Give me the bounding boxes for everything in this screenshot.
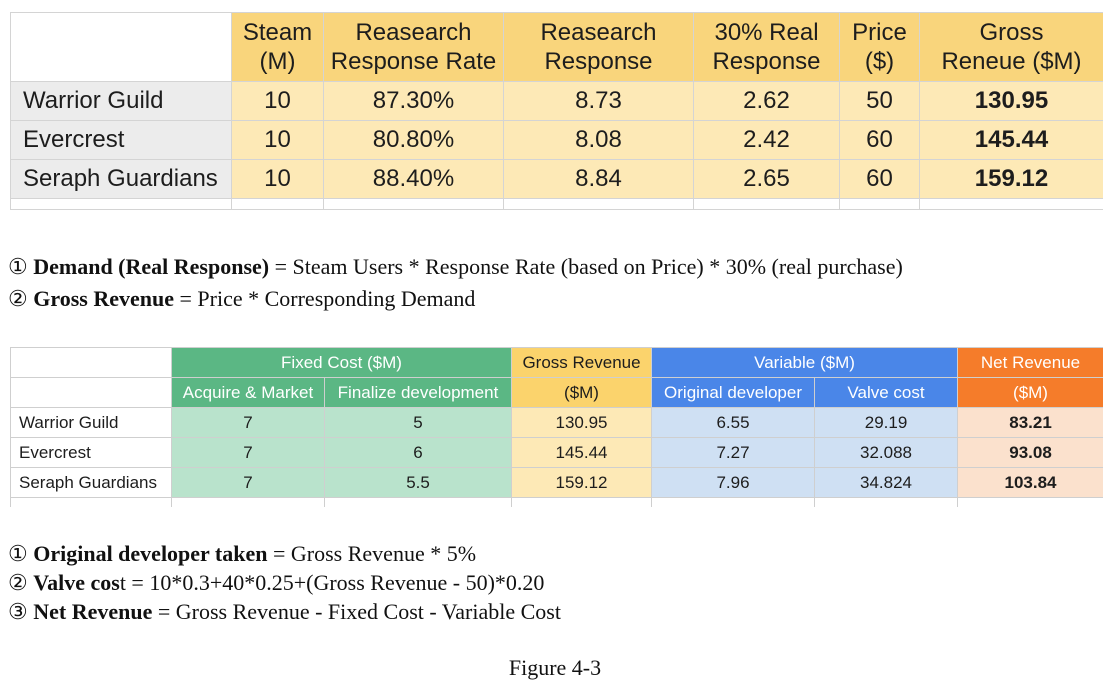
table1-header-row: Steam (M) Reasearch Response Rate Reasearc…	[10, 12, 1103, 82]
table1-corner-cell	[10, 12, 232, 82]
formula-valve-cost: ② Valve cost = 10*0.3+40*0.25+(Gross Rev…	[8, 570, 545, 595]
row-label: Evercrest	[10, 437, 172, 468]
header-price: Price ($)	[839, 12, 920, 82]
table-spacer-row	[10, 497, 1103, 507]
table-spacer-row	[10, 198, 1103, 210]
cell-rate: 87.30%	[323, 81, 504, 121]
header-original-developer: Original developer	[651, 377, 816, 408]
cell-response: 8.08	[503, 120, 694, 160]
cell-real: 2.42	[693, 120, 840, 160]
table2-group-header-row: Fixed Cost ($M) Gross Revenue Variable (…	[10, 347, 1103, 378]
figure-caption: Figure 4-3	[508, 655, 602, 680]
table-row: Seraph Guardians 7 5.5 159.12 7.96 34.82…	[10, 467, 1103, 498]
row-label: Seraph Guardians	[10, 467, 172, 498]
net-revenue-table: Fixed Cost ($M) Gross Revenue Variable (…	[10, 347, 1103, 507]
cell-real: 2.65	[693, 159, 840, 199]
cell-finalize: 5.5	[323, 467, 513, 498]
row-label: Evercrest	[10, 120, 232, 160]
cell-rate: 88.40%	[323, 159, 504, 199]
table-row: Evercrest 10 80.80% 8.08 2.42 60 145.44	[10, 120, 1103, 160]
formula-original-developer: ① Original developer taken = Gross Reven…	[8, 541, 477, 566]
cell-acquire: 7	[171, 437, 325, 468]
header-response-rate: Reasearch Response Rate	[323, 12, 504, 82]
cell-acquire: 7	[171, 407, 325, 438]
cell-original: 6.55	[651, 407, 816, 438]
cell-gross: 130.95	[919, 81, 1103, 121]
cell-rate: 80.80%	[323, 120, 504, 160]
cell-valve: 34.824	[814, 467, 959, 498]
table2-corner-cell	[10, 347, 172, 378]
header-variable: Variable ($M)	[651, 347, 959, 378]
cell-gross: 159.12	[511, 467, 653, 498]
header-finalize-development: Finalize development	[323, 377, 513, 408]
table-row: Warrior Guild 10 87.30% 8.73 2.62 50 130…	[10, 81, 1103, 121]
table-row: Seraph Guardians 10 88.40% 8.84 2.65 60 …	[10, 159, 1103, 199]
header-fixed-cost: Fixed Cost ($M)	[170, 347, 513, 378]
cell-net: 103.84	[957, 467, 1103, 498]
table2-sub-header-row: Acquire & Market Finalize development ($…	[10, 377, 1103, 408]
cell-steam: 10	[231, 81, 324, 121]
response-revenue-table: Steam (M) Reasearch Response Rate Reasearc…	[10, 12, 1103, 215]
cell-gross: 130.95	[511, 407, 653, 438]
cell-gross: 145.44	[919, 120, 1103, 160]
header-gross-revenue: Gross Revenue	[511, 347, 653, 378]
cell-gross: 145.44	[511, 437, 653, 468]
row-label: Seraph Guardians	[10, 159, 232, 199]
cell-finalize: 6	[323, 437, 513, 468]
cell-price: 60	[839, 159, 920, 199]
formula-gross-revenue: ② Gross Revenue = Price * Corresponding …	[8, 286, 476, 311]
cell-original: 7.27	[651, 437, 816, 468]
cell-net: 83.21	[957, 407, 1103, 438]
header-net-revenue: Net Revenue	[957, 347, 1103, 378]
header-valve-cost: Valve cost	[814, 377, 959, 408]
row-label: Warrior Guild	[10, 81, 232, 121]
cell-original: 7.96	[651, 467, 816, 498]
table-row: Evercrest 7 6 145.44 7.27 32.088 93.08	[10, 437, 1103, 468]
formula-demand: ① Demand (Real Response) = Steam Users *…	[8, 254, 903, 279]
table-row: Warrior Guild 7 5 130.95 6.55 29.19 83.2…	[10, 407, 1103, 438]
header-net-unit: ($M)	[957, 377, 1103, 408]
cell-valve: 32.088	[814, 437, 959, 468]
row-label: Warrior Guild	[10, 407, 172, 438]
cell-gross: 159.12	[919, 159, 1103, 199]
cell-price: 50	[839, 81, 920, 121]
header-acquire-market: Acquire & Market	[171, 377, 325, 408]
table2-corner-cell	[10, 377, 172, 408]
cell-price: 60	[839, 120, 920, 160]
header-gross-revenue: Gross Reneue ($M)	[919, 12, 1103, 82]
cell-net: 93.08	[957, 437, 1103, 468]
header-gross-unit: ($M)	[511, 377, 653, 408]
header-response: Reasearch Response	[503, 12, 694, 82]
cell-steam: 10	[231, 159, 324, 199]
cell-real: 2.62	[693, 81, 840, 121]
header-real-response: 30% Real Response	[693, 12, 840, 82]
cell-steam: 10	[231, 120, 324, 160]
cell-acquire: 7	[171, 467, 325, 498]
cell-response: 8.84	[503, 159, 694, 199]
cell-response: 8.73	[503, 81, 694, 121]
header-steam: Steam (M)	[231, 12, 324, 82]
cell-valve: 29.19	[814, 407, 959, 438]
formula-net-revenue: ③ Net Revenue = Gross Revenue - Fixed Co…	[8, 599, 561, 624]
cell-finalize: 5	[323, 407, 513, 438]
